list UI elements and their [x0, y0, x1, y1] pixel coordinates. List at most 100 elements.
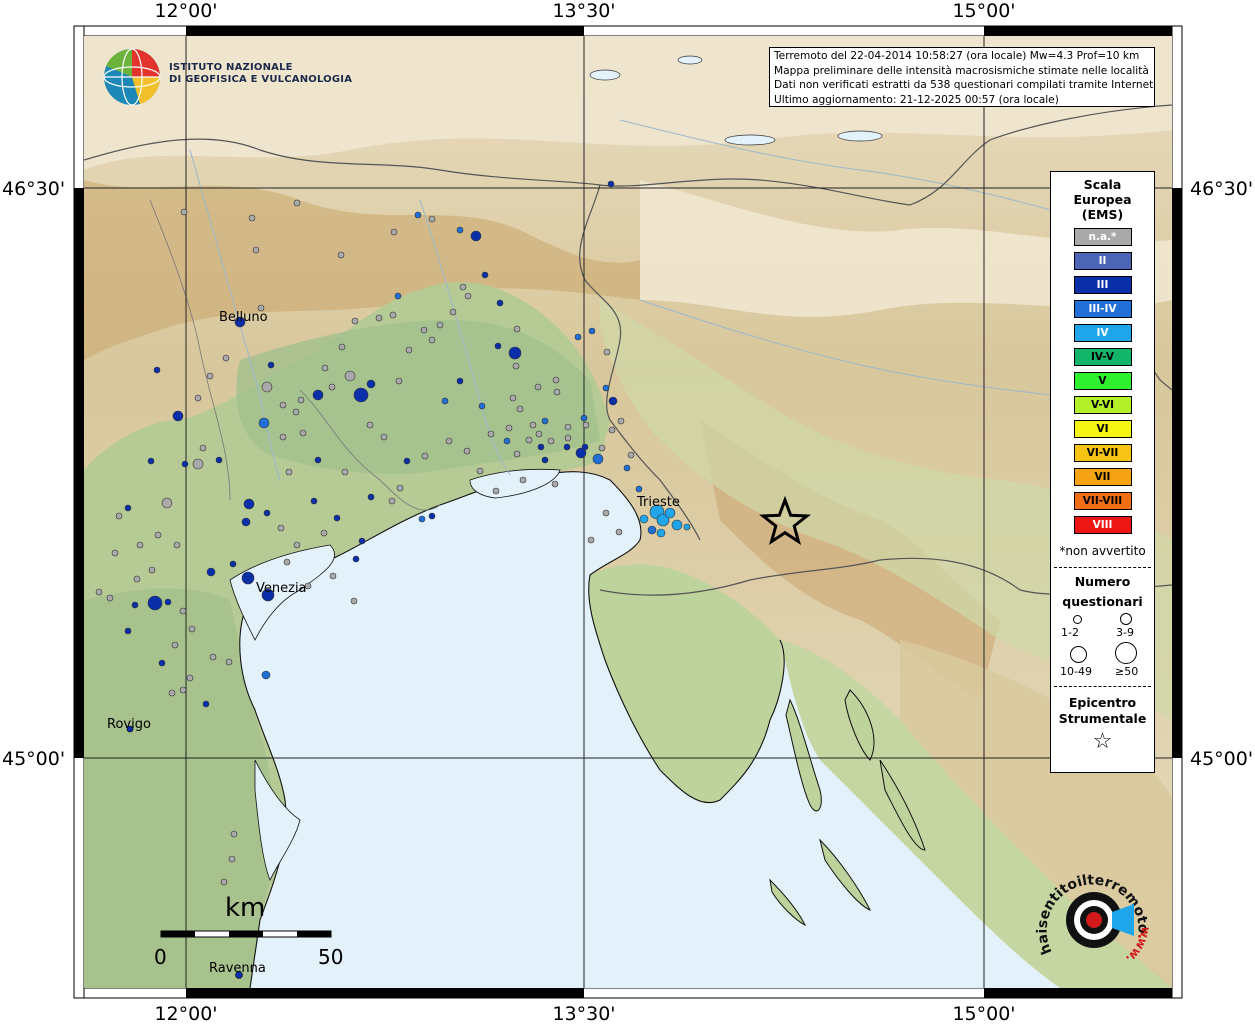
count-title-line1: Numero — [1074, 574, 1131, 589]
size-label-3-9: 3-9 — [1116, 626, 1134, 639]
intensity-point — [297, 396, 305, 404]
intensity-point — [188, 625, 196, 633]
intensity-point — [592, 453, 604, 465]
event-info-line4: Ultimo aggiornamento: 21-12-2025 00:57 (… — [774, 93, 1059, 106]
intensity-point — [588, 327, 596, 335]
intensity-point — [199, 444, 207, 452]
intensity-point — [547, 437, 555, 445]
legend-title-line1: Scala — [1083, 177, 1122, 192]
intensity-point — [541, 456, 549, 464]
intensity-point — [470, 230, 482, 242]
intensity-point — [328, 383, 336, 391]
intensity-point — [124, 627, 132, 635]
intensity-point — [388, 497, 396, 505]
intensity-point — [519, 476, 527, 484]
intensity-point — [353, 387, 369, 403]
intensity-point — [503, 437, 511, 445]
intensity-point — [553, 388, 561, 396]
intensity-point — [436, 321, 444, 329]
ingv-line1: ISTITUTO NAZIONALE — [169, 62, 293, 73]
top-label-15: 15°00' — [952, 0, 1015, 22]
intensity-point — [194, 394, 202, 402]
intensity-point — [154, 531, 162, 539]
place-rovigo: Rovigo — [107, 717, 151, 732]
intensity-point — [509, 394, 517, 402]
intensity-point — [647, 525, 657, 535]
intensity-point — [329, 572, 337, 580]
size-label-50: ≥50 — [1115, 665, 1139, 678]
intensity-point — [456, 226, 464, 234]
intensity-point — [293, 199, 301, 207]
intensity-point — [478, 402, 486, 410]
event-info-box: Terremoto del 22-04-2014 10:58:27 (ora l… — [769, 47, 1155, 107]
intensity-point — [627, 451, 635, 459]
intensity-point — [403, 457, 411, 465]
intensity-point — [367, 493, 375, 501]
intensity-point — [441, 397, 449, 405]
intensity-point — [192, 458, 204, 470]
intensity-point — [564, 423, 572, 431]
intensity-point — [279, 433, 287, 441]
intensity-point — [180, 208, 188, 216]
scalebar-max: 50 — [318, 945, 343, 969]
intensity-point — [623, 464, 631, 472]
intensity-point — [179, 607, 187, 615]
intensity-point — [405, 346, 413, 354]
intensity-point — [344, 370, 356, 382]
intensity-point — [293, 541, 301, 549]
intensity-point — [580, 414, 588, 422]
intensity-point — [551, 480, 559, 488]
intensity-point — [421, 452, 429, 460]
intensity-point — [243, 498, 255, 510]
intensity-point — [656, 513, 670, 527]
size-circle-3-9 — [1120, 613, 1132, 625]
intensity-point — [607, 180, 615, 188]
place-belluno: Belluno — [219, 310, 268, 325]
intensity-point — [263, 509, 271, 517]
intensity-point — [147, 457, 155, 465]
intensity-point — [261, 588, 275, 602]
top-label-12: 12°00' — [154, 0, 217, 22]
ems-item-n-a: n.a.* — [1073, 228, 1132, 246]
intensity-point — [394, 292, 402, 300]
scalebar-min: 0 — [154, 945, 167, 969]
legend-title-line2: Europea — [1073, 192, 1132, 207]
intensity-point — [428, 215, 436, 223]
intensity-point — [341, 468, 349, 476]
intensity-point — [202, 700, 210, 708]
intensity-point — [574, 333, 582, 341]
observation-points — [95, 180, 691, 886]
intensity-point — [277, 524, 285, 532]
intensity-point — [351, 317, 359, 325]
intensity-point — [171, 641, 179, 649]
intensity-point — [299, 429, 307, 437]
intensity-point — [615, 528, 623, 536]
intensity-point — [534, 383, 542, 391]
event-info-line2: Mappa preliminare delle intensità macros… — [774, 64, 1149, 77]
ems-item-iv: IV — [1073, 324, 1132, 342]
ems-scale-list: n.a.* II III III-IV IV IV-V V V-VI VI VI-VII VII VI… — [1051, 228, 1154, 534]
ems-item-vi: VI — [1073, 420, 1132, 438]
legend-title-line3: (EMS) — [1081, 207, 1124, 222]
intensity-point — [464, 292, 472, 300]
intensity-point — [292, 408, 300, 416]
intensity-point — [508, 346, 522, 360]
intensity-point — [248, 214, 256, 222]
ingv-line2: DI GEOFISICA E VULCANOLOGIA — [169, 74, 353, 85]
intensity-point — [358, 537, 366, 545]
intensity-point — [603, 348, 611, 356]
intensity-point — [206, 567, 216, 577]
place-ravenna: Ravenna — [209, 961, 266, 976]
intensity-point — [598, 444, 606, 452]
intensity-point — [320, 529, 328, 537]
ems-item-iii-iv: III-IV — [1073, 300, 1132, 318]
intensity-point — [516, 405, 524, 413]
intensity-point — [587, 536, 595, 544]
intensity-point — [375, 314, 383, 322]
ems-item-iii: III — [1073, 276, 1132, 294]
intensity-point — [456, 377, 464, 385]
ems-item-vii-viii: VII-VIII — [1073, 492, 1132, 510]
intensity-point — [222, 354, 230, 362]
intensity-point — [366, 379, 376, 389]
intensity-point — [608, 426, 616, 434]
